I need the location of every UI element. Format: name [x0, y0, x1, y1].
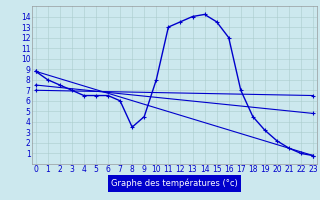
- X-axis label: Graphe des températures (°c): Graphe des températures (°c): [111, 179, 238, 188]
